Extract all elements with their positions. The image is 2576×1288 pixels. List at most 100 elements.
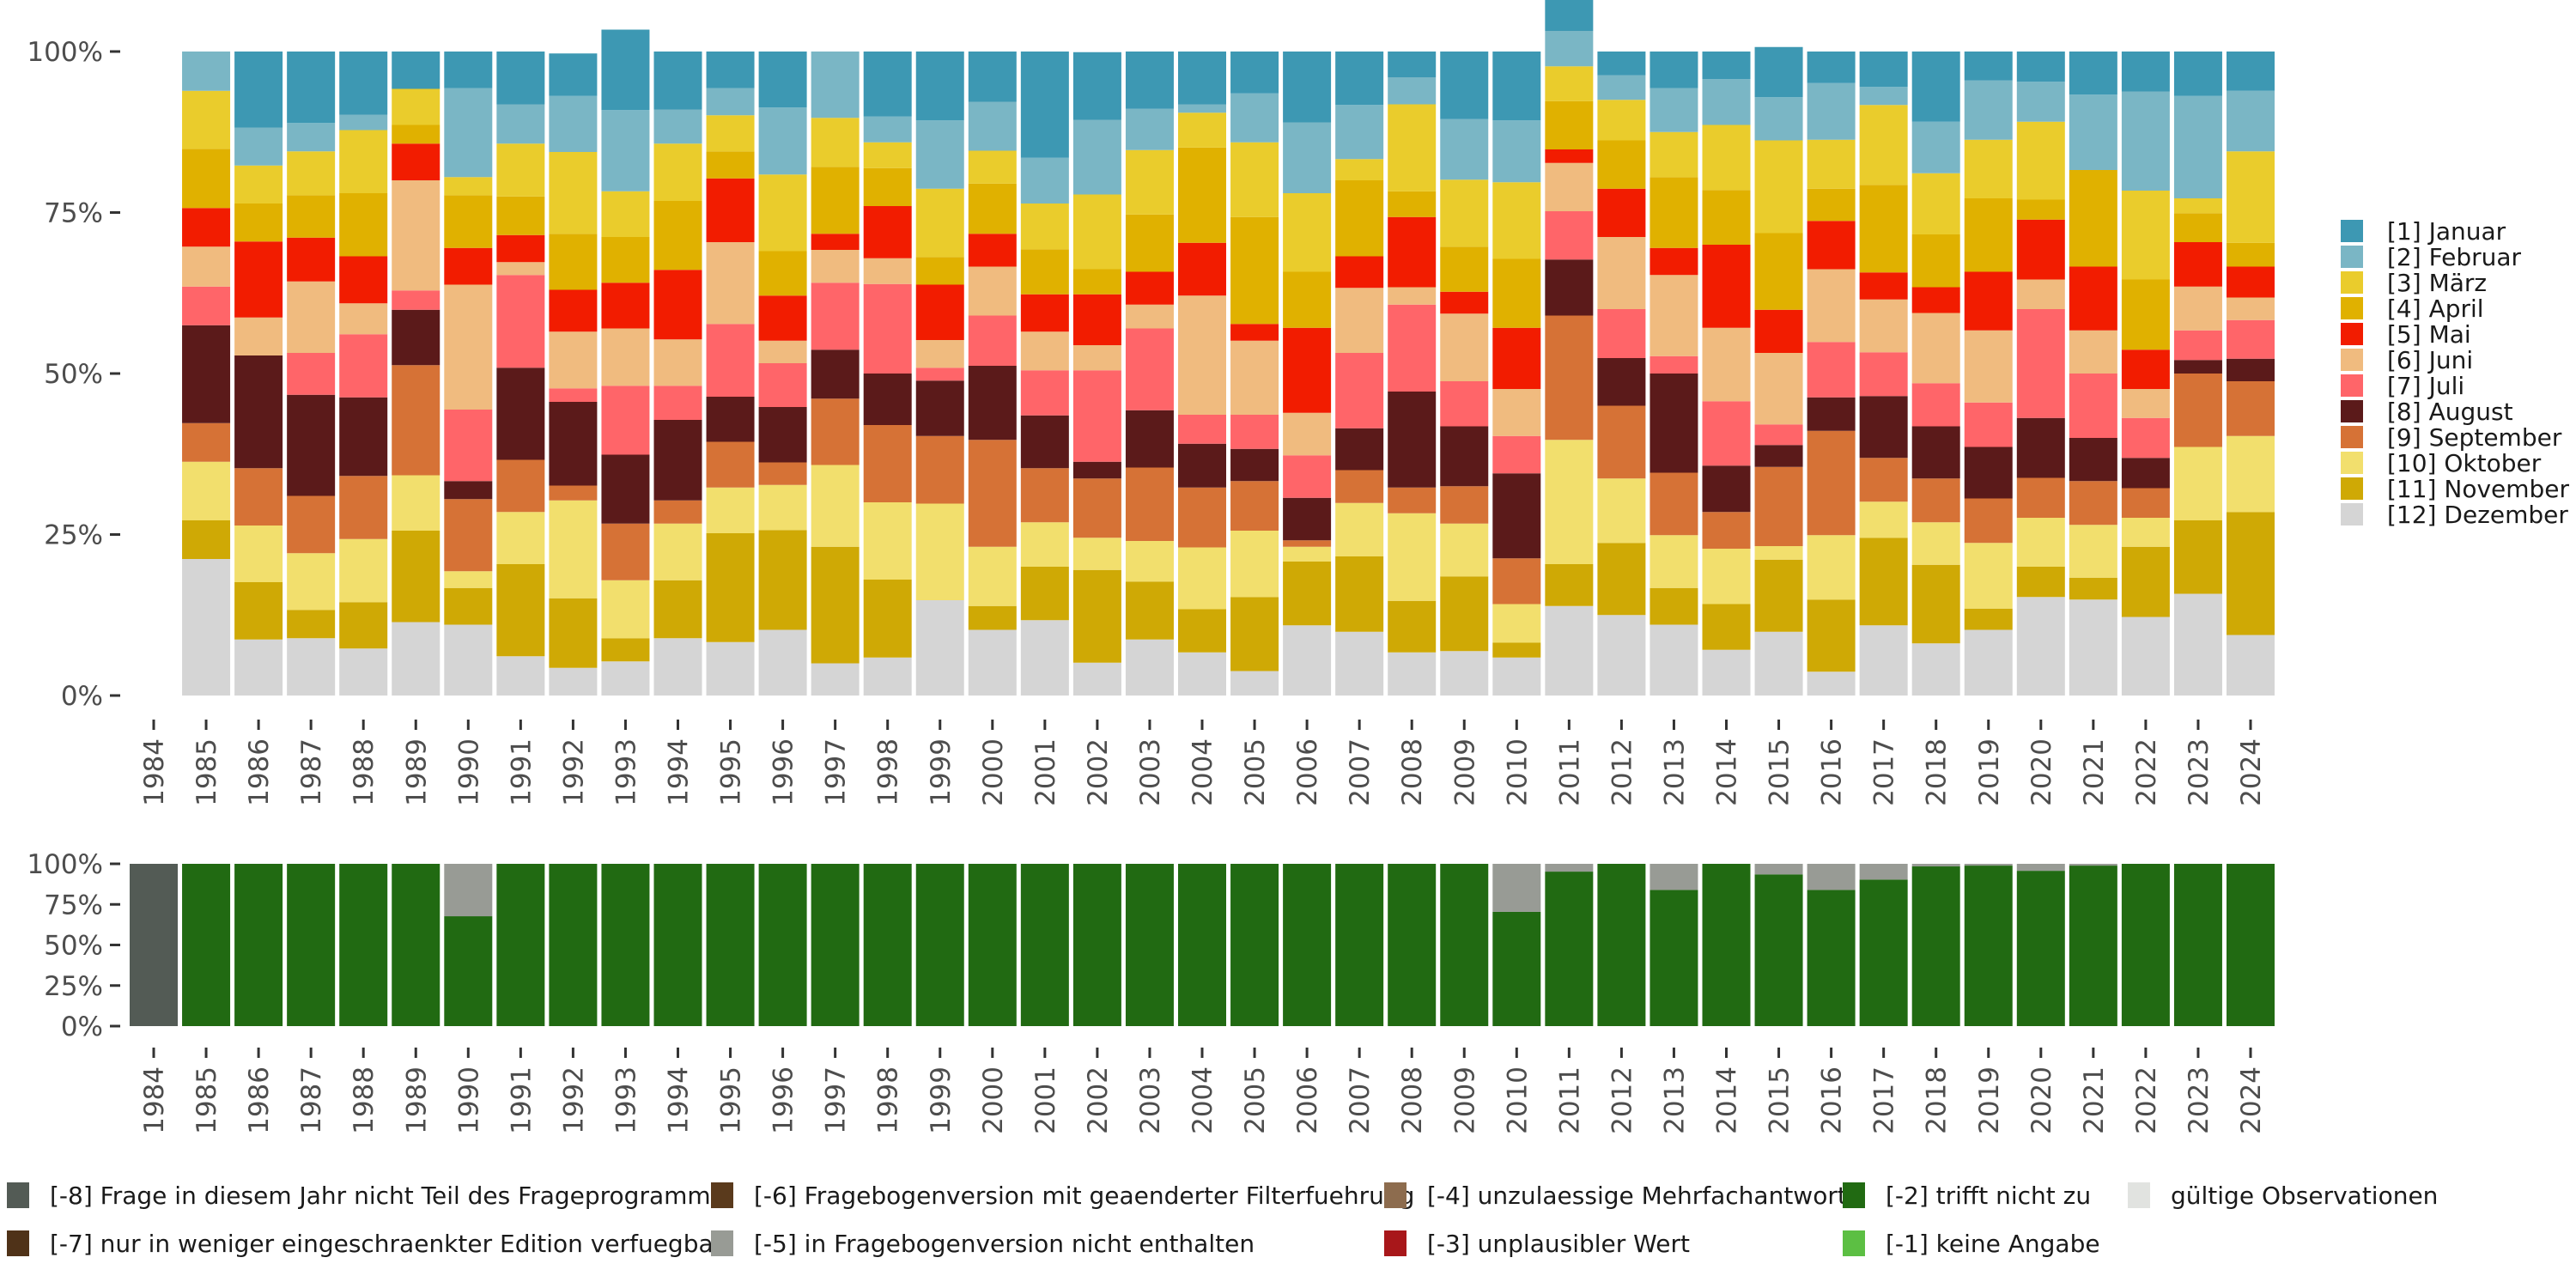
- bar-segment-1995--5-mai: [706, 178, 755, 242]
- legend-swatch: [711, 1230, 733, 1256]
- bar-segment-2018--10-oktober: [1911, 522, 1960, 565]
- bar-segment-2016--9-september: [1807, 430, 1856, 536]
- bar-segment-2008--1-januar: [1388, 52, 1437, 77]
- bar-segment-1999--5-mai: [915, 284, 964, 340]
- bar-segment-2006--8-august: [1283, 497, 1332, 541]
- bottom-bar-segment-2010: [1492, 911, 1541, 1026]
- bar-segment-2009--2-februar: [1440, 118, 1489, 180]
- bar-segment-1992--5-mai: [549, 289, 598, 332]
- bar-segment-1989--5-mai: [392, 143, 440, 180]
- bar-segment-1989--12-dezember: [392, 622, 440, 696]
- top-bars: [182, 0, 2275, 696]
- bar-segment-2019--10-oktober: [1964, 543, 2013, 609]
- bar-segment-1986--4-april: [234, 204, 283, 242]
- bar-segment-1986--12-dezember: [234, 639, 283, 696]
- legend-item: [-7] nur in weniger eingeschraenkter Edi…: [7, 1228, 723, 1259]
- top-x-tick-label: 2003: [1135, 738, 1166, 806]
- bar-segment-1997--2-februar: [811, 52, 860, 118]
- bar-segment-2023--8-august: [2173, 360, 2222, 374]
- bar-segment-2009--11-november: [1440, 576, 1489, 652]
- bar-segment-2019--1-januar: [1964, 52, 2013, 81]
- top-x-tick-label: 1997: [821, 738, 852, 806]
- bar-segment-2000--7-juli: [968, 315, 1017, 366]
- top-x-tick-label: 1993: [611, 738, 641, 806]
- bar-segment-2011--3-m-rz: [1545, 66, 1594, 101]
- bottom-bar-segment-1995: [706, 864, 755, 1026]
- legend-swatch: [2341, 271, 2363, 294]
- bar-segment-1987--8-august: [287, 394, 336, 496]
- bar-segment-1988--2-februar: [339, 114, 388, 131]
- legend-label: [-8] Frage in diesem Jahr nicht Teil des…: [50, 1181, 724, 1210]
- top-x-tick-label: 1988: [349, 738, 380, 806]
- bar-segment-2000--6-juni: [968, 266, 1017, 316]
- bar-segment-2018--6-juni: [1911, 313, 1960, 384]
- bottom-bar-segment-2018: [1911, 864, 1960, 867]
- bar-segment-2019--9-september: [1964, 498, 2013, 544]
- bar-segment-1997--12-dezember: [811, 663, 860, 696]
- bar-segment-2002--2-februar: [1072, 119, 1121, 195]
- bottom-bar-segment-2013: [1649, 890, 1698, 1026]
- bar-segment-2011--11-november: [1545, 564, 1594, 606]
- bar-segment-1988--11-november: [339, 602, 388, 649]
- bottom-x-tick-label: 2015: [1765, 1066, 1795, 1134]
- bar-segment-1990--8-august: [444, 481, 493, 500]
- bar-segment-2020--11-november: [2016, 567, 2065, 598]
- bar-segment-2019--2-februar: [1964, 80, 2013, 140]
- bar-segment-2009--8-august: [1440, 426, 1489, 487]
- bar-segment-2011--7-juli: [1545, 211, 1594, 260]
- bar-segment-1992--9-september: [549, 485, 598, 501]
- bottom-bar-segment-1999: [915, 864, 964, 1026]
- bar-segment-2000--4-april: [968, 183, 1017, 234]
- bar-segment-2017--2-februar: [1859, 87, 1908, 106]
- bottom-bar-segment-1984: [130, 864, 178, 1026]
- bar-segment-2007--7-juli: [1335, 353, 1384, 428]
- legend-item: [-1] keine Angabe: [1843, 1228, 2100, 1259]
- bar-segment-2024--8-august: [2227, 358, 2275, 381]
- bar-segment-2004--12-dezember: [1178, 652, 1226, 696]
- top-y-tick-label: 50%: [44, 359, 103, 390]
- legend-label: [2] Februar: [2387, 242, 2522, 271]
- bottom-x-tick-label: 1998: [873, 1066, 904, 1134]
- bar-segment-1997--11-november: [811, 546, 860, 664]
- legend-label: [-4] unzulaessige Mehrfachantwort: [1427, 1181, 1847, 1210]
- bar-segment-2011--8-august: [1545, 259, 1594, 316]
- bar-segment-2004--3-m-rz: [1178, 112, 1226, 148]
- bar-segment-1999--6-juni: [915, 340, 964, 368]
- bar-segment-2011--9-september: [1545, 315, 1594, 440]
- legend-item: [-4] unzulaessige Mehrfachantwort: [1384, 1180, 1847, 1211]
- bar-segment-1985--7-juli: [182, 286, 231, 325]
- top-x-tick-label: 1996: [769, 738, 799, 806]
- bar-segment-2014--4-april: [1702, 190, 1751, 245]
- bar-segment-2004--9-september: [1178, 487, 1226, 548]
- bar-segment-2004--5-mai: [1178, 242, 1226, 296]
- bottom-y-tick-label: 0%: [61, 1012, 103, 1042]
- bar-segment-2021--1-januar: [2069, 52, 2117, 95]
- bottom-x-tick-label: 2011: [1554, 1066, 1585, 1134]
- bar-segment-1989--7-juli: [392, 290, 440, 310]
- bar-segment-2005--3-m-rz: [1230, 142, 1279, 217]
- legend-label: [3] März: [2387, 268, 2488, 297]
- bar-segment-1999--10-oktober: [915, 503, 964, 600]
- bar-segment-2024--7-juli: [2227, 319, 2275, 359]
- bar-segment-2020--12-dezember: [2016, 597, 2065, 696]
- bar-segment-2015--6-juni: [1754, 353, 1803, 425]
- bar-segment-2009--5-mai: [1440, 291, 1489, 314]
- bar-segment-1986--9-september: [234, 468, 283, 526]
- bar-segment-2009--9-september: [1440, 486, 1489, 524]
- bar-segment-1995--1-januar: [706, 52, 755, 88]
- bar-segment-2001--1-januar: [1020, 52, 1069, 158]
- top-x-tick-label: 2022: [2131, 738, 2162, 806]
- bar-segment-1990--7-juli: [444, 410, 493, 482]
- top-x-tick-label: 2013: [1659, 738, 1690, 806]
- bar-segment-1985--10-oktober: [182, 461, 231, 520]
- bottom-bar-segment-2002: [1072, 864, 1121, 1026]
- bar-segment-2012--2-februar: [1597, 75, 1646, 100]
- bar-segment-2016--6-juni: [1807, 269, 1856, 343]
- bar-segment-2002--1-januar: [1072, 52, 1121, 120]
- bar-segment-2022--8-august: [2121, 458, 2170, 489]
- bar-segment-1993--4-april: [601, 237, 650, 283]
- bar-segment-1992--8-august: [549, 402, 598, 486]
- bottom-x-tick-label: 1985: [191, 1066, 222, 1134]
- bar-segment-2023--7-juli: [2173, 330, 2222, 361]
- bar-segment-2019--5-mai: [1964, 271, 2013, 331]
